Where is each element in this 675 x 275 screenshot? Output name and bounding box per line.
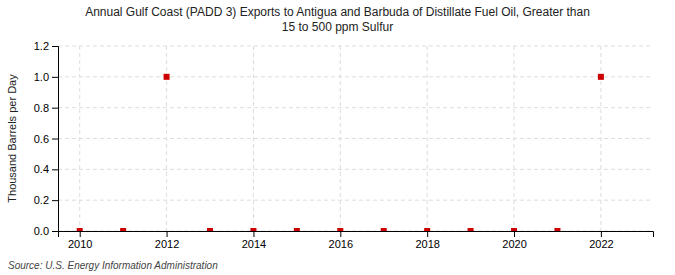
tick-mark xyxy=(167,231,168,237)
tick: 2018 xyxy=(415,231,439,250)
tick: 0.4 xyxy=(34,163,58,175)
grid xyxy=(58,46,653,231)
tick: 0.8 xyxy=(34,102,58,114)
tick-label: 0.0 xyxy=(34,225,49,237)
tick-label: 1.0 xyxy=(34,71,49,83)
tick: 1.0 xyxy=(34,71,58,83)
tick-mark xyxy=(52,231,58,232)
point xyxy=(424,228,430,231)
tick-label: 2010 xyxy=(68,238,92,250)
tick-mark xyxy=(52,77,58,78)
grid-line xyxy=(58,169,653,170)
point xyxy=(120,228,126,231)
grid-line xyxy=(427,46,428,231)
y-axis: 0.0 0.2 0.4 0.6 0.8 1.0 1.2 xyxy=(34,40,59,237)
tick-label: 2018 xyxy=(415,238,439,250)
tick-label: 0.6 xyxy=(34,133,49,145)
grid-line xyxy=(340,46,341,231)
point xyxy=(294,228,300,231)
tick: 0.0 xyxy=(34,225,58,237)
point xyxy=(164,74,170,80)
axis-line xyxy=(59,232,654,238)
tick-mark xyxy=(52,46,58,47)
source: Source: U.S. Energy Information Administ… xyxy=(8,260,218,271)
grid-line xyxy=(79,46,80,231)
grid-line xyxy=(600,46,601,231)
tick-label: 2012 xyxy=(155,238,179,250)
tick-label: 1.2 xyxy=(34,40,49,52)
tick-label: 0.8 xyxy=(34,102,49,114)
tick-label: 0.4 xyxy=(34,163,49,175)
y-axis-title: Thousand Barrels per Day xyxy=(6,74,18,203)
tick-mark xyxy=(52,169,58,170)
tick-mark xyxy=(52,200,58,201)
point xyxy=(554,228,560,231)
tick: 2016 xyxy=(329,231,353,250)
tick-label: 2020 xyxy=(502,238,526,250)
points xyxy=(77,74,604,231)
plot: 2010 2012 2014 2016 2018 2020 2022 0.0 0.2 0.4 0.6… xyxy=(34,40,654,250)
tick: 0.2 xyxy=(34,194,58,206)
grid-line xyxy=(58,138,653,139)
tick-mark xyxy=(80,231,81,237)
grid-line xyxy=(514,46,515,231)
tick: 1.2 xyxy=(34,40,58,52)
tick: 2012 xyxy=(155,231,179,250)
tick: 2020 xyxy=(502,231,526,250)
tick-mark xyxy=(340,231,341,237)
x-axis: 2010 2012 2014 2016 2018 2020 2022 xyxy=(59,231,654,250)
tick: 2014 xyxy=(242,231,266,250)
tick-mark xyxy=(253,231,254,237)
point xyxy=(250,228,256,231)
tick: 2010 xyxy=(68,231,92,250)
point xyxy=(468,228,474,231)
grid-line xyxy=(166,46,167,231)
grid-line xyxy=(253,46,254,231)
chart: 2010 2012 2014 2016 2018 2020 2022 0.0 0.2 0.4 0.6… xyxy=(0,0,675,275)
tick-mark xyxy=(601,231,602,237)
grid-line xyxy=(58,107,653,108)
tick-label: 2022 xyxy=(589,238,613,250)
point xyxy=(598,74,604,80)
tick-mark xyxy=(427,231,428,237)
tick-label: 0.2 xyxy=(34,194,49,206)
point xyxy=(77,228,83,231)
tick: 0.6 xyxy=(34,133,58,145)
point xyxy=(511,228,517,231)
tick-label: 2014 xyxy=(242,238,266,250)
point xyxy=(381,228,387,231)
tick-mark xyxy=(514,231,515,237)
tick: 2022 xyxy=(589,231,613,250)
grid-line xyxy=(58,76,653,77)
tick-mark xyxy=(52,108,58,109)
point xyxy=(337,228,343,231)
grid-line xyxy=(58,200,653,201)
point xyxy=(207,228,213,231)
tick-mark xyxy=(52,139,58,140)
tick-label: 2016 xyxy=(329,238,353,250)
title: Annual Gulf Coast (PADD 3) Exports to An… xyxy=(85,5,590,34)
axis-line xyxy=(52,47,59,232)
grid-line xyxy=(58,46,653,47)
